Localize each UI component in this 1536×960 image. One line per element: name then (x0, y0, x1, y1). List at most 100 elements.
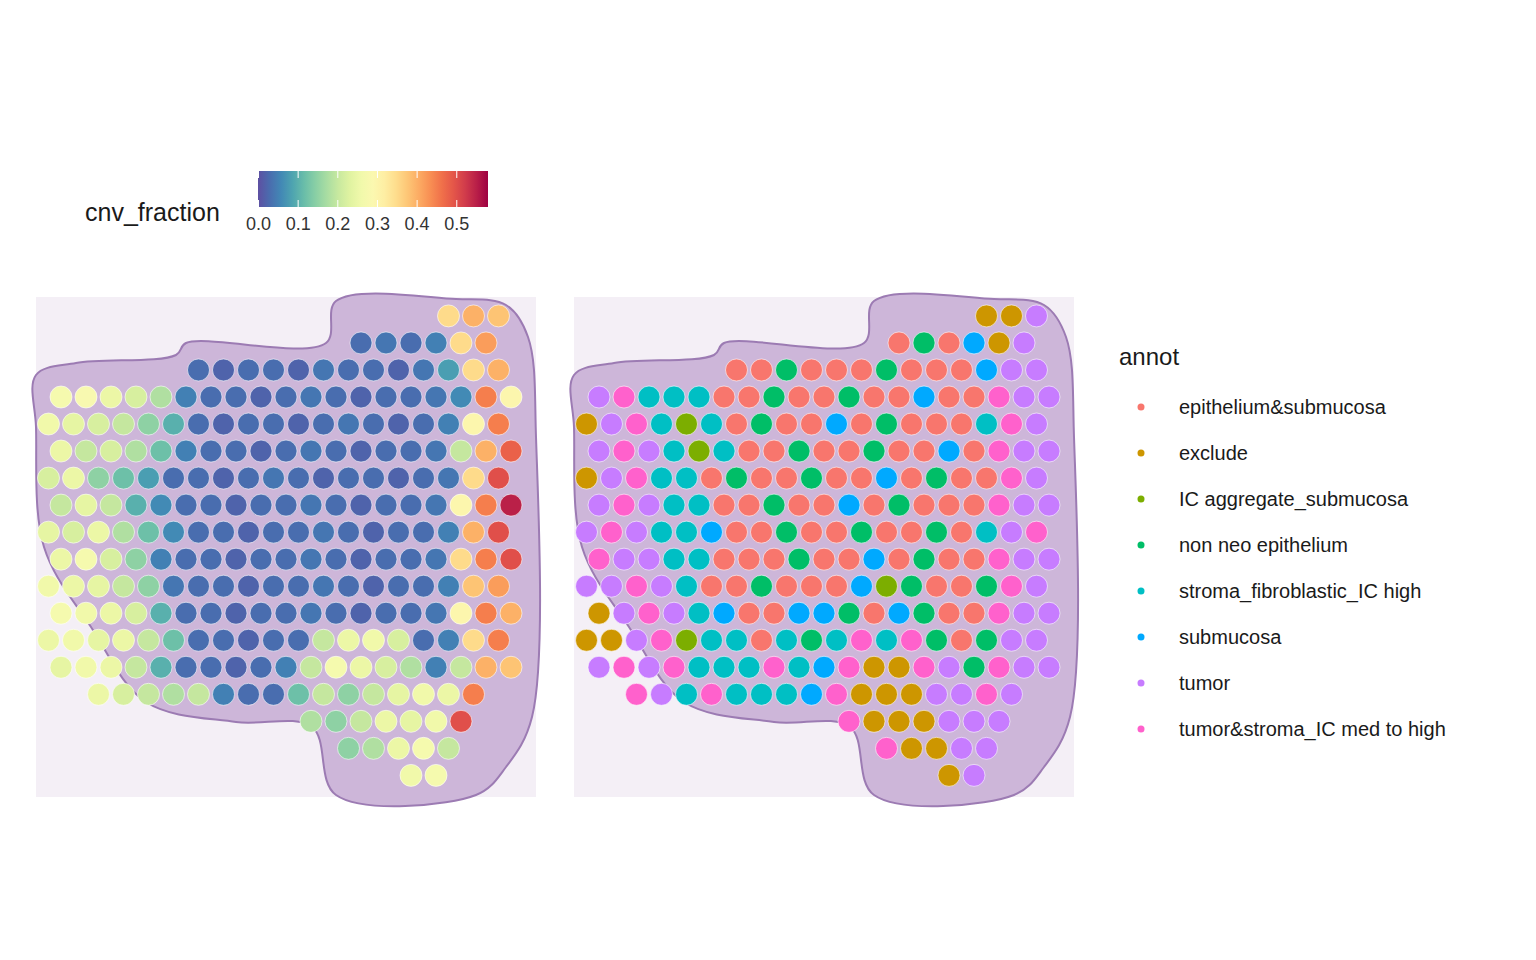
spot (663, 386, 685, 408)
spot (75, 440, 97, 462)
spot (813, 494, 835, 516)
spot (200, 548, 222, 570)
spot (638, 494, 660, 516)
spot (763, 386, 785, 408)
spot (576, 467, 598, 489)
spot (1038, 440, 1060, 462)
spot (150, 494, 172, 516)
spot (225, 386, 247, 408)
spot (788, 548, 810, 570)
spot (763, 656, 785, 678)
legend-swatch (1138, 450, 1145, 457)
legend-swatch (1138, 496, 1145, 503)
spot (388, 737, 410, 759)
spot (888, 494, 910, 516)
spot (751, 413, 773, 435)
spot (826, 629, 848, 651)
spot (125, 656, 147, 678)
spot (200, 656, 222, 678)
spot (300, 494, 322, 516)
spot (763, 440, 785, 462)
spot (463, 629, 485, 651)
spot (175, 386, 197, 408)
spot (951, 521, 973, 543)
spot (963, 764, 985, 786)
legend-item: stroma_fibroblastic_IC high (1138, 580, 1422, 603)
spot (913, 710, 935, 732)
spot (488, 359, 510, 381)
spot (1026, 521, 1048, 543)
legend-item: IC aggregate_submucosa (1138, 488, 1409, 511)
spot (688, 440, 710, 462)
spot (863, 440, 885, 462)
spot (988, 440, 1010, 462)
spot (876, 683, 898, 705)
spot (163, 629, 185, 651)
spot (363, 575, 385, 597)
spot (601, 521, 623, 543)
spot (1001, 521, 1023, 543)
spot (300, 656, 322, 678)
spot (313, 629, 335, 651)
spot (338, 575, 360, 597)
spot (701, 413, 723, 435)
spot (876, 737, 898, 759)
spot (688, 602, 710, 624)
spot (500, 494, 522, 516)
spot (838, 494, 860, 516)
legend-swatch (1138, 542, 1145, 549)
spot (50, 548, 72, 570)
spot (375, 386, 397, 408)
spot (413, 467, 435, 489)
spot (1013, 386, 1035, 408)
spot (325, 494, 347, 516)
spot (913, 602, 935, 624)
spot (150, 386, 172, 408)
spot (838, 602, 860, 624)
spot (338, 521, 360, 543)
spot (951, 467, 973, 489)
spot (375, 656, 397, 678)
legend-item: tumor&stroma_IC med to high (1138, 718, 1446, 741)
spot (826, 467, 848, 489)
spot (963, 386, 985, 408)
spot (888, 386, 910, 408)
spot (913, 332, 935, 354)
spot (175, 440, 197, 462)
spot (601, 467, 623, 489)
spot (701, 467, 723, 489)
spot (776, 683, 798, 705)
spot (926, 737, 948, 759)
spot (125, 386, 147, 408)
spot (801, 683, 823, 705)
spot (888, 602, 910, 624)
colorbar-axis: 0.00.10.20.30.40.5 (246, 171, 489, 234)
spot (88, 467, 110, 489)
spot (876, 629, 898, 651)
spot (463, 305, 485, 327)
spot (813, 656, 835, 678)
spot (863, 710, 885, 732)
spot (1001, 359, 1023, 381)
spot (313, 413, 335, 435)
spot (275, 656, 297, 678)
spot (1026, 413, 1048, 435)
spot (188, 629, 210, 651)
spot (938, 332, 960, 354)
spot (951, 683, 973, 705)
spot (188, 521, 210, 543)
figure: cnv_fraction0.00.10.20.30.40.5annotepith… (0, 0, 1536, 960)
spot (375, 332, 397, 354)
spot (350, 386, 372, 408)
legend-label: tumor (1179, 672, 1230, 694)
spot (838, 440, 860, 462)
spot (138, 575, 160, 597)
spot (188, 359, 210, 381)
spot (926, 575, 948, 597)
spot (200, 386, 222, 408)
spot (338, 467, 360, 489)
colorbar-tick-mark (377, 200, 378, 207)
spot (500, 440, 522, 462)
spot (238, 629, 260, 651)
colorbar-tick-label: 0.3 (365, 214, 390, 234)
